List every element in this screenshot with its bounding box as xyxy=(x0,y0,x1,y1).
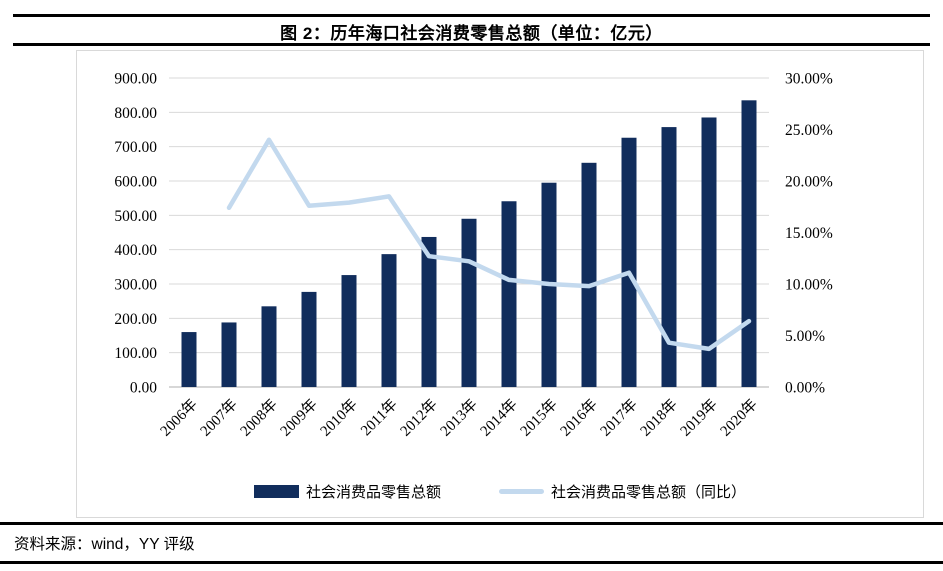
legend-item-line-series: 社会消费品零售总额（同比） xyxy=(499,481,746,502)
x-axis-tick-label: 2015年 xyxy=(517,396,561,440)
x-axis-tick-label: 2019年 xyxy=(677,396,721,440)
bar-series-swatch xyxy=(253,485,299,498)
left-axis-tick-label: 100.00 xyxy=(114,345,157,362)
left-axis-tick-label: 800.00 xyxy=(114,105,157,122)
right-axis-tick-label: 25.00% xyxy=(785,122,833,139)
bar xyxy=(221,322,237,387)
left-axis-tick-label: 700.00 xyxy=(114,139,157,156)
bar xyxy=(581,162,597,387)
line-series-swatch xyxy=(499,489,544,494)
chart-legend: 社会消费品零售总额 社会消费品零售总额（同比） xyxy=(77,481,923,502)
source-note: 资料来源：wind，YY 评级 xyxy=(14,536,195,553)
bar xyxy=(701,117,717,387)
bar xyxy=(181,332,197,387)
x-axis-tick-label: 2006年 xyxy=(157,396,201,440)
x-axis-tick-label: 2007年 xyxy=(197,396,241,440)
bar xyxy=(381,254,397,387)
left-axis-tick-label: 0.00 xyxy=(130,380,157,397)
right-axis-tick-label: 0.00% xyxy=(785,380,825,397)
bar xyxy=(461,218,477,387)
chart-svg: 0.00 100.00 200.00 300.00 400.00 500.00 600.00… xyxy=(114,71,833,440)
footer-rule-bottom xyxy=(0,561,943,564)
bar xyxy=(261,306,277,387)
bar xyxy=(341,275,357,387)
right-axis-tick-label: 30.00% xyxy=(785,71,833,88)
x-axis-tick-label: 2008年 xyxy=(237,396,281,440)
bar xyxy=(501,201,517,387)
x-axis-tick-label: 2016年 xyxy=(557,396,601,440)
chart-panel: 0.00 100.00 200.00 300.00 400.00 500.00 600.00… xyxy=(76,50,924,518)
x-axis-tick-label: 2012年 xyxy=(397,396,441,440)
x-axis-tick-label: 2010年 xyxy=(317,396,361,440)
right-axis-tick-label: 5.00% xyxy=(785,328,825,345)
left-axis-tick-label: 300.00 xyxy=(114,277,157,294)
left-axis-tick-label: 200.00 xyxy=(114,311,157,328)
x-axis-tick-label: 2018年 xyxy=(637,396,681,440)
x-axis-tick-label: 2017年 xyxy=(597,396,641,440)
line-series-label: 社会消费品零售总额（同比） xyxy=(551,485,747,501)
left-axis-tick-label: 600.00 xyxy=(114,174,157,191)
footer-rule-top xyxy=(0,522,943,525)
bar xyxy=(661,127,677,387)
title-divider-rule xyxy=(13,43,930,46)
bar xyxy=(301,291,317,387)
x-axis-tick-label: 2013年 xyxy=(437,396,481,440)
bar xyxy=(741,100,757,388)
x-axis-tick-label: 2011年 xyxy=(357,396,400,439)
right-axis-tick-label: 15.00% xyxy=(785,225,833,242)
right-axis-tick-label: 20.00% xyxy=(785,174,833,191)
left-axis-tick-label: 500.00 xyxy=(114,208,157,225)
bar-series-label: 社会消费品零售总额 xyxy=(305,485,441,501)
legend-item-bar-series: 社会消费品零售总额 xyxy=(253,481,441,502)
figure-title: 图 2：历年海口社会消费零售总额（单位：亿元） xyxy=(280,24,663,43)
growth-line xyxy=(226,137,752,352)
x-axis-tick-label: 2020年 xyxy=(717,396,761,440)
bar xyxy=(421,236,437,387)
x-axis-tick-label: 2009年 xyxy=(277,396,321,440)
left-axis-tick-label: 900.00 xyxy=(114,71,157,88)
x-axis-tick-label: 2014年 xyxy=(477,396,521,440)
top-rule xyxy=(13,14,930,17)
bar xyxy=(621,137,637,387)
right-axis-tick-label: 10.00% xyxy=(785,277,833,294)
left-axis-tick-label: 400.00 xyxy=(114,242,157,259)
